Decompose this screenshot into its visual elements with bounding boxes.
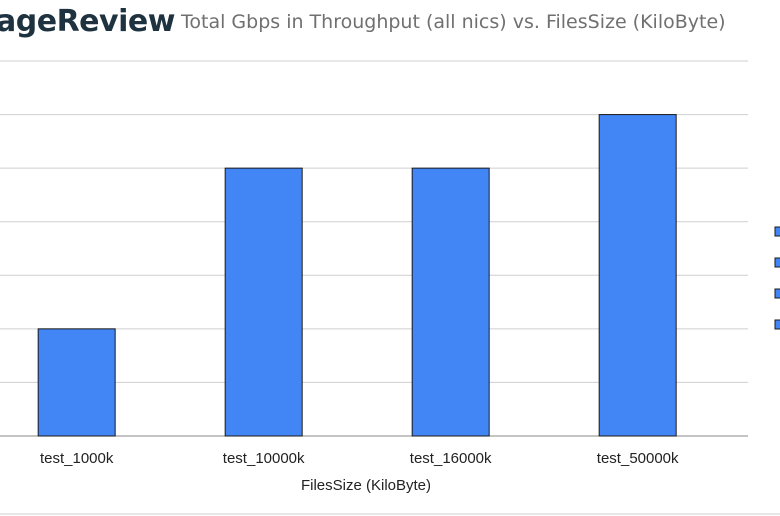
x-tick-label: test_10000k: [223, 450, 305, 467]
legend: [774, 226, 780, 330]
legend-swatch: [774, 257, 780, 268]
bar-test_16000k: [411, 167, 490, 437]
x-tick-label: test_1000k: [40, 450, 114, 467]
bar-test_50000k: [598, 114, 677, 437]
chart-title: Total Gbps in Throughput (all nics) vs. …: [181, 11, 726, 33]
bar-test_1000k: [37, 328, 116, 437]
legend-swatch: [774, 319, 780, 330]
legend-swatch: [774, 288, 780, 299]
bar-test_10000k: [224, 167, 303, 437]
x-tick-label: test_50000k: [597, 450, 679, 467]
x-axis-title: FilesSize (KiloByte): [301, 477, 431, 494]
bar-series: [37, 114, 677, 437]
x-tick-labels: test_1000k test_10000k test_16000k test_500…: [40, 450, 679, 467]
brand-logo: ageReview: [0, 4, 175, 39]
x-tick-label: test_16000k: [410, 450, 492, 467]
legend-swatch: [774, 226, 780, 237]
